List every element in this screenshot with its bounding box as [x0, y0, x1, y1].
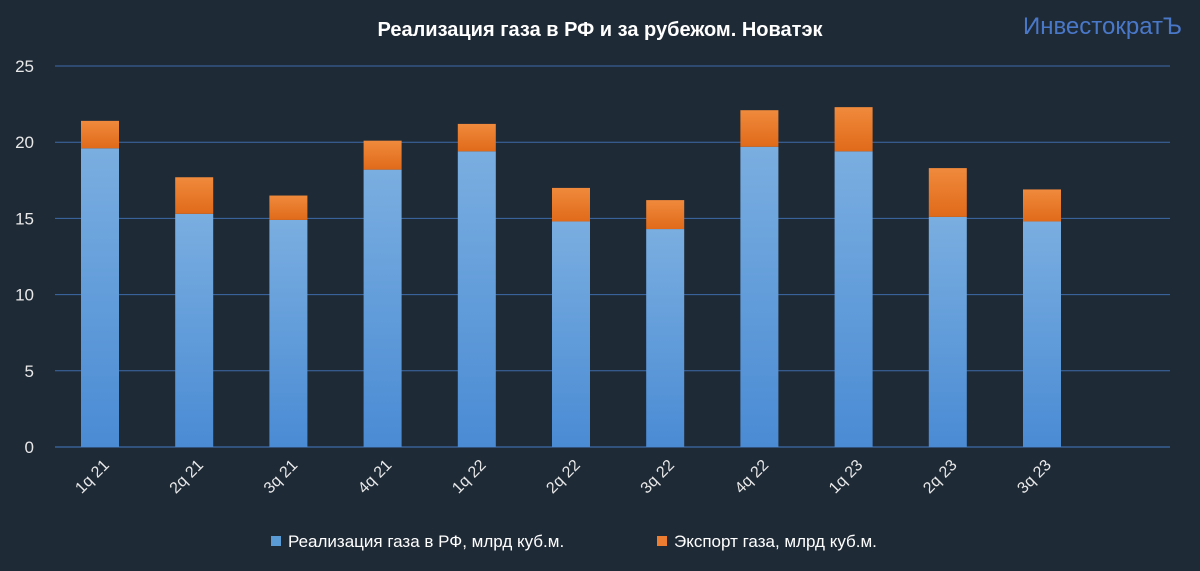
x-tick-label: 4q 21	[355, 457, 395, 497]
y-tick-label: 15	[15, 209, 34, 228]
bar-export-8	[834, 107, 873, 152]
bar-domestic-2	[269, 219, 308, 447]
x-tick-label: 4q 22	[732, 457, 772, 497]
gridlines: 0 5 10 15 20 25	[15, 57, 1170, 457]
chart-title: Реализация газа в РФ и за рубежом. Новат…	[377, 19, 823, 41]
bar-export-4	[457, 123, 496, 152]
bars	[81, 107, 1061, 447]
legend-swatch-domestic	[271, 536, 281, 546]
bar-domestic-7	[740, 146, 779, 447]
bar-export-7	[740, 110, 779, 147]
x-tick-label: 1q 22	[449, 457, 489, 497]
y-tick-label: 20	[15, 133, 34, 152]
bar-export-10	[1023, 189, 1061, 222]
legend-label-export: Экспорт газа, млрд куб.м.	[674, 532, 877, 551]
x-axis-ticks: 1q 21 2q 21 3q 21 4q 21 1q 22 2q 22 3q 22 4q 22…	[72, 457, 1054, 497]
x-tick-label: 2q 21	[167, 457, 207, 497]
bar-export-2	[269, 195, 308, 220]
x-tick-label: 3q 21	[261, 457, 301, 497]
bar-domestic-6	[646, 229, 685, 447]
bar-domestic-8	[834, 151, 873, 447]
bar-export-5	[552, 187, 590, 222]
bar-domestic-0	[81, 148, 119, 447]
bar-export-3	[363, 140, 402, 170]
x-tick-label: 1q 21	[72, 457, 112, 497]
bar-export-6	[646, 200, 685, 230]
x-tick-label: 1q 23	[826, 457, 866, 497]
x-tick-label: 3q 23	[1014, 457, 1054, 497]
bar-export-9	[928, 168, 967, 217]
bar-domestic-4	[457, 151, 496, 447]
bar-domestic-9	[928, 216, 967, 447]
bar-domestic-3	[363, 169, 402, 447]
bar-domestic-5	[552, 221, 590, 447]
legend-swatch-export	[657, 536, 667, 546]
y-tick-label: 5	[25, 362, 34, 381]
x-tick-label: 2q 23	[920, 457, 960, 497]
y-tick-label: 10	[15, 286, 34, 305]
bar-domestic-1	[175, 213, 214, 447]
bar-export-1	[175, 177, 214, 214]
x-tick-label: 2q 22	[543, 457, 583, 497]
bar-domestic-10	[1023, 221, 1061, 447]
legend-label-domestic: Реализация газа в РФ, млрд куб.м.	[288, 532, 564, 551]
x-tick-label: 3q 22	[638, 457, 678, 497]
y-tick-label: 25	[15, 57, 34, 76]
y-tick-label: 0	[25, 438, 34, 457]
legend: Реализация газа в РФ, млрд куб.м. Экспор…	[271, 532, 877, 551]
bar-export-0	[81, 120, 119, 149]
watermark-brand: ИнвестократЪ	[1023, 13, 1182, 40]
